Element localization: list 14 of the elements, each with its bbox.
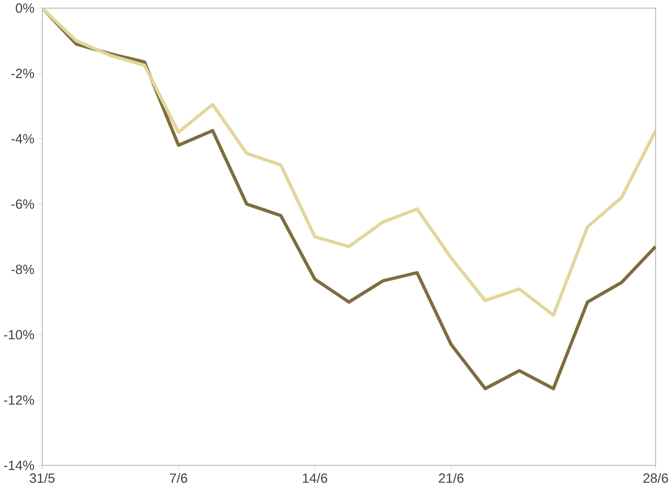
y-tick-label: -8%	[11, 264, 34, 274]
y-tick-label: 0%	[16, 3, 34, 13]
x-tick-label: 14/6	[302, 472, 328, 483]
x-tick-label: 21/6	[438, 472, 464, 483]
y-tick-label: -10%	[4, 330, 34, 340]
x-tick-label: 7/6	[170, 472, 188, 483]
y-tick-label: -4%	[11, 134, 34, 144]
y-tick-label: -2%	[11, 68, 34, 78]
line-series	[42, 8, 656, 317]
y-tick-label: -6%	[11, 199, 34, 209]
x-tick-label: 28/6	[643, 472, 668, 483]
y-tick-label: -12%	[4, 395, 34, 405]
y-tick-label: -14%	[4, 460, 34, 470]
x-tick-label: 31/5	[30, 472, 55, 483]
